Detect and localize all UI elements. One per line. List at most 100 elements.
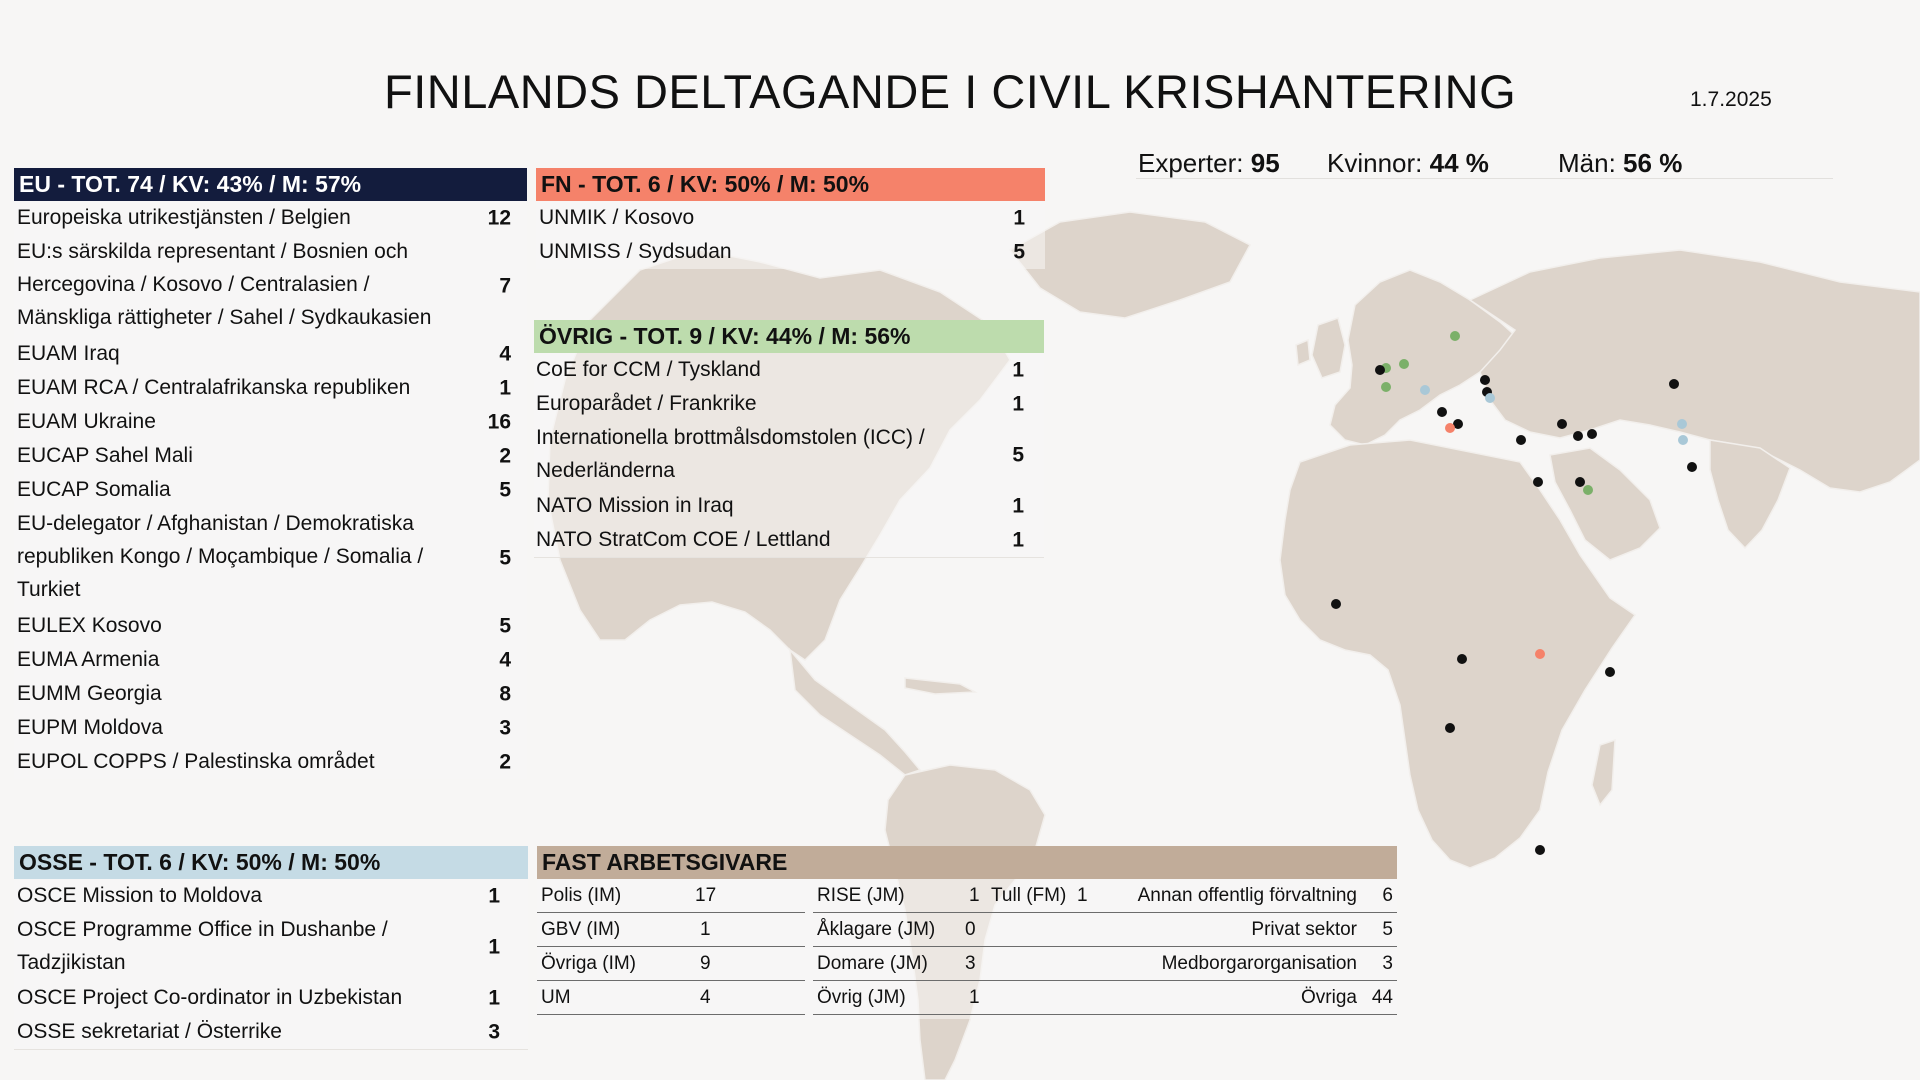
item-label: NATO Mission in Iraq	[536, 494, 734, 517]
map-marker	[1535, 649, 1545, 659]
list-item: OSCE Mission to Moldova 1	[17, 879, 500, 913]
item-count: 8	[499, 682, 511, 706]
ovrig-header: ÖVRIG - TOT. 9 / KV: 44% / M: 56%	[534, 320, 1044, 353]
list-item: EUAM RCA / Centralafrikanska republiken 1	[17, 371, 511, 405]
table-row: Privat sektor 5	[1093, 913, 1393, 947]
fast-col-jm: RISE (JM) 1 Åklagare (JM) 0 Domare (JM) 3 Ö…	[813, 879, 1397, 1015]
item-count: 4	[499, 342, 511, 366]
fn-list: UNMIK / Kosovo 1 UNMISS / Sydsudan 5	[536, 201, 1045, 269]
item-count: 1	[1012, 528, 1024, 552]
list-item: EUCAP Somalia 5	[17, 473, 511, 507]
map-marker	[1381, 382, 1391, 392]
item-label: Europeiska utrikestjänsten / Belgien	[17, 206, 351, 229]
cell-label: Övrig (JM)	[817, 987, 906, 1008]
stat-experts: Experter: 95	[1138, 148, 1280, 179]
page-title: FINLANDS DELTAGANDE I CIVIL KRISHANTERIN…	[384, 65, 1517, 118]
map-marker	[1573, 431, 1583, 441]
fast-header: FAST ARBETSGIVARE	[537, 846, 1397, 879]
item-label: UNMISS / Sydsudan	[539, 240, 732, 263]
fast-section: FAST ARBETSGIVARE Polis (IM) 17 GBV (IM) 1…	[537, 846, 1397, 1019]
cell-value: 44	[1371, 987, 1393, 1008]
item-count: 5	[1013, 240, 1025, 264]
map-marker	[1533, 477, 1543, 487]
item-count: 1	[499, 376, 511, 400]
map-marker	[1457, 654, 1467, 664]
list-item: EUMA Armenia 4	[17, 643, 511, 677]
item-count: 1	[1012, 392, 1024, 416]
stat-label: Experter:	[1138, 148, 1244, 178]
item-label: Internationella brottmålsdomstolen (ICC)…	[536, 426, 925, 482]
map-marker	[1453, 419, 1463, 429]
list-item: Europarådet / Frankrike 1	[536, 387, 1024, 421]
osse-header: OSSE - TOT. 6 / KV: 50% / M: 50%	[14, 846, 528, 879]
item-count: 12	[487, 206, 511, 230]
item-label: CoE for CCM / Tyskland	[536, 358, 761, 381]
list-item: EUCAP Sahel Mali 2	[17, 439, 511, 473]
item-label: EUAM Ukraine	[17, 410, 156, 433]
table-row: Övriga 44	[1093, 981, 1393, 1015]
cell-value: 9	[700, 953, 711, 974]
cell-label: Privat sektor	[1251, 919, 1357, 940]
cell-label: UM	[541, 987, 571, 1008]
list-item: UNMISS / Sydsudan 5	[539, 235, 1025, 269]
report-date: 1.7.2025	[1690, 88, 1772, 111]
eu-section: EU - TOT. 74 / KV: 43% / M: 57% Europeis…	[14, 168, 527, 779]
stat-label: Män:	[1558, 148, 1616, 178]
cell-label: Tull (FM)	[991, 885, 1067, 906]
eu-list: Europeiska utrikestjänsten / Belgien 12 E…	[14, 201, 527, 779]
list-item: UNMIK / Kosovo 1	[539, 201, 1025, 235]
summary-stats: Experter: 95 Kvinnor: 44 % Män: 56 %	[1136, 144, 1833, 179]
list-item: EUPM Moldova 3	[17, 711, 511, 745]
map-marker	[1445, 423, 1455, 433]
item-label: OSSE sekretariat / Österrike	[17, 1020, 282, 1043]
list-item: EULEX Kosovo 5	[17, 609, 511, 643]
cell-value: 4	[700, 987, 711, 1008]
list-item: CoE for CCM / Tyskland 1	[536, 353, 1024, 387]
fast-col-im: Polis (IM) 17 GBV (IM) 1 Övriga (IM) 9 UM 4	[537, 879, 805, 1015]
osse-list: OSCE Mission to Moldova 1 OSCE Programme …	[14, 879, 528, 1050]
item-label: EUCAP Sahel Mali	[17, 444, 193, 467]
table-row: Medborgarorganisation 3	[1093, 947, 1393, 981]
item-label: EU-delegator / Afghanistan / Demokratisk…	[17, 512, 424, 601]
list-item: EUAM Ukraine 16	[17, 405, 511, 439]
item-label: EUPM Moldova	[17, 716, 163, 739]
list-item: EUAM Iraq 4	[17, 337, 511, 371]
cell-value: 1	[700, 919, 711, 940]
osse-section: OSSE - TOT. 6 / KV: 50% / M: 50% OSCE Mi…	[14, 846, 528, 1050]
map-marker	[1331, 599, 1341, 609]
list-item: EU:s särskilda representant / Bosnien oc…	[17, 235, 511, 337]
cell-value: 1	[969, 885, 980, 906]
table-row: Annan offentlig förvaltning 6	[1093, 879, 1393, 913]
list-item: NATO StratCom COE / Lettland 1	[536, 523, 1024, 557]
list-item: EUPOL COPPS / Palestinska området 2	[17, 745, 511, 779]
list-item: EUMM Georgia 8	[17, 677, 511, 711]
cell-value: 17	[695, 885, 717, 906]
map-markers	[1331, 331, 1697, 855]
fast-col-other: Annan offentlig förvaltning 6 Privat sekt…	[1093, 879, 1393, 1015]
cell-value: 1	[1077, 885, 1088, 906]
table-row: Tull (FM) 1	[991, 879, 1091, 913]
map-marker	[1669, 379, 1679, 389]
item-label: OSCE Mission to Moldova	[17, 884, 263, 907]
item-count: 3	[499, 716, 511, 740]
map-marker	[1557, 419, 1567, 429]
item-label: EUMA Armenia	[17, 648, 160, 671]
cell-label: Medborgarorganisation	[1161, 953, 1357, 974]
map-marker	[1445, 723, 1455, 733]
map-marker	[1583, 485, 1593, 495]
map-marker	[1575, 477, 1585, 487]
map-marker	[1399, 359, 1409, 369]
map-marker	[1677, 419, 1687, 429]
fn-section: FN - TOT. 6 / KV: 50% / M: 50% UNMIK / K…	[536, 168, 1045, 269]
map-marker	[1535, 845, 1545, 855]
map-marker	[1587, 429, 1597, 439]
item-count: 1	[1013, 206, 1025, 230]
item-count: 3	[488, 1020, 500, 1044]
cell-value: 3	[1382, 953, 1393, 974]
fn-header: FN - TOT. 6 / KV: 50% / M: 50%	[536, 168, 1045, 201]
map-marker	[1420, 385, 1430, 395]
item-count: 1	[1012, 358, 1024, 382]
cell-value: 3	[965, 953, 976, 974]
stat-men: Män: 56 %	[1558, 148, 1682, 179]
map-marker	[1605, 667, 1615, 677]
